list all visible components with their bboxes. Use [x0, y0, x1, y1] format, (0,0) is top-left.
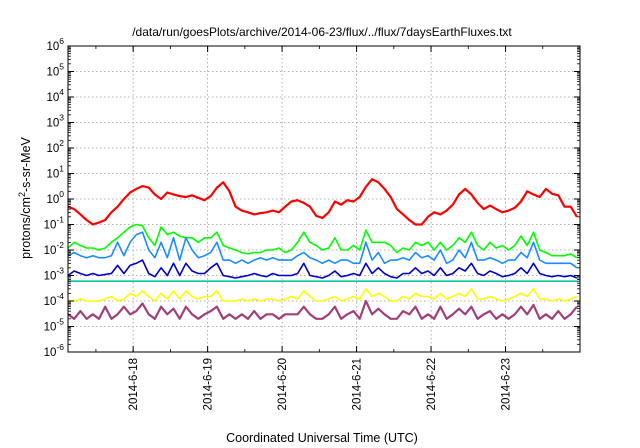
tick-marks: [68, 45, 580, 353]
y-tick-label: 103: [46, 113, 64, 130]
y-tick-label: 10-2: [44, 240, 65, 257]
y-tick-exponent: -1: [56, 215, 64, 225]
x-tick-labels: 2014-6-18 2014-6-19 2014-6-20 2014-6-21 2014…: [128, 358, 512, 410]
y-tick-label: 102: [46, 138, 64, 155]
y-tick-exponent: 4: [59, 87, 64, 97]
y-tick-label: 10-3: [44, 266, 65, 283]
x-tick-label: 2014-6-18: [128, 358, 140, 410]
y-tick-base: 10: [44, 347, 57, 359]
y-tick-exponent: -6: [56, 342, 64, 352]
y-tick-exponent: 2: [59, 138, 64, 148]
y-tick-exponent: -4: [56, 291, 64, 301]
series-line-series-dark-blue: [67, 259, 578, 279]
y-tick-label: 10-4: [44, 291, 65, 308]
y-tick-label: 10-6: [44, 342, 65, 359]
chart-title: /data/run/goesPlots/archive/2014-06-23/f…: [132, 25, 512, 39]
y-tick-exponent: 3: [59, 113, 64, 123]
y-tick-label: 104: [46, 87, 64, 104]
y-tick-label: 101: [46, 164, 64, 181]
y-tick-base: 10: [44, 245, 57, 257]
x-tick-label: 2014-6-19: [203, 358, 215, 410]
y-tick-base: 10: [44, 220, 57, 232]
y-tick-label: 106: [46, 36, 64, 53]
series-line-series-yellow: [68, 287, 578, 302]
y-tick-base: 10: [46, 41, 59, 53]
x-tick-label: 2014-6-23: [501, 358, 513, 410]
y-axis-label-post: -s-sr-MeV: [19, 136, 33, 192]
y-tick-label: 105: [46, 62, 64, 79]
series-line-series-green: [67, 223, 578, 259]
x-tick-label: 2014-6-20: [277, 358, 289, 410]
y-tick-exponent: -3: [56, 266, 64, 276]
y-tick-base: 10: [46, 92, 59, 104]
y-tick-base: 10: [44, 296, 57, 308]
y-tick-label: 100: [46, 189, 64, 206]
y-tick-base: 10: [46, 194, 59, 206]
y-tick-base: 10: [46, 118, 59, 130]
y-axis-label: protons/cm2-s-sr-MeV: [17, 136, 33, 258]
y-tick-exponent: 1: [59, 164, 64, 174]
y-tick-base: 10: [46, 67, 59, 79]
series-line-series-red: [67, 178, 578, 226]
series-line-series-light-blue: [67, 231, 578, 269]
y-tick-exponent: -5: [56, 317, 64, 327]
y-tick-base: 10: [44, 322, 57, 334]
y-tick-exponent: -2: [56, 240, 64, 250]
y-axis-label-sup: 2: [17, 192, 27, 197]
y-tick-exponent: 0: [59, 189, 64, 199]
y-tick-label: 10-1: [44, 215, 65, 232]
y-tick-base: 10: [46, 143, 59, 155]
y-tick-base: 10: [46, 169, 59, 181]
y-tick-labels: 10-610-510-410-310-210-11001011021031041…: [44, 36, 65, 359]
y-axis-label-pre: protons/cm: [19, 197, 33, 259]
y-tick-exponent: 5: [59, 62, 64, 72]
y-tick-label: 10-5: [44, 317, 65, 334]
x-tick-label: 2014-6-21: [352, 358, 364, 410]
series-line-series-purple: [67, 299, 578, 320]
x-axis-label: Coordinated Universal Time (UTC): [226, 431, 418, 445]
x-tick-label: 2014-6-22: [426, 358, 438, 410]
y-tick-exponent: 6: [59, 36, 64, 46]
series-layer: [67, 178, 578, 320]
y-tick-base: 10: [44, 271, 57, 283]
